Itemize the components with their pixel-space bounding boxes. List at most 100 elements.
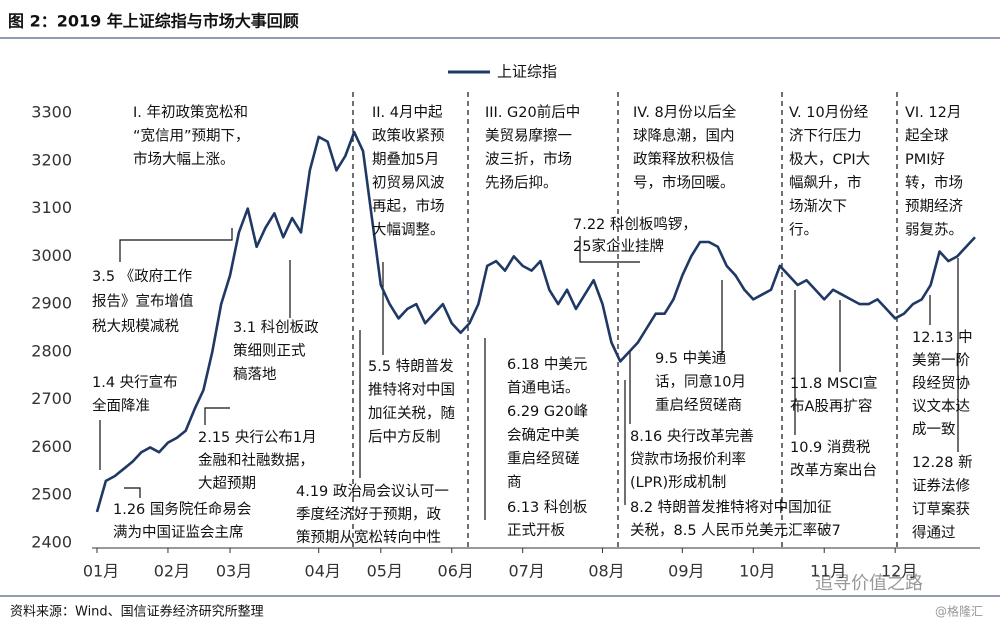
annotation: 起全球 bbox=[905, 127, 949, 145]
annotation: 4.19 政治局会议认可一 bbox=[296, 483, 449, 500]
annotation: 8.2 特朗普发推特将对中国加征 bbox=[630, 499, 832, 516]
annotation: 商 bbox=[507, 474, 522, 491]
annotation: 12.13 中 bbox=[912, 329, 973, 346]
annotation: 后中方反制 bbox=[368, 429, 441, 446]
annotation: 季度经济好于预期，政 bbox=[296, 506, 441, 523]
annotation: 全面降准 bbox=[92, 397, 150, 415]
annotation: I. 年初政策宽松和 bbox=[133, 104, 248, 121]
x-tick-label: 08月 bbox=[588, 562, 624, 581]
annotation: “宽信用”预期下， bbox=[133, 128, 250, 145]
chart-title: 图 2：2019 年上证综指与市场大事回顾 bbox=[8, 12, 299, 31]
source-note: 资料来源：Wind、国信证券经济研究所整理 bbox=[10, 604, 264, 620]
annotation: 6.29 G20峰 bbox=[507, 403, 588, 420]
legend-label: 上证综指 bbox=[497, 63, 557, 81]
annotation: II. 4月中起 bbox=[372, 104, 443, 121]
x-tick-label: 09月 bbox=[668, 562, 704, 581]
annotation: V. 10月份经 bbox=[789, 104, 868, 121]
annotation: 重启经贸磋商 bbox=[655, 397, 742, 414]
annotation: 话，同意10月 bbox=[655, 373, 746, 391]
y-tick-label: 3200 bbox=[31, 150, 72, 169]
annotation: 策细则正式 bbox=[233, 343, 306, 360]
connectors bbox=[99, 228, 959, 520]
annotation: 政策收紧预 bbox=[372, 128, 445, 145]
annotation: 1.26 国务院任命易会 bbox=[113, 500, 251, 518]
connector bbox=[124, 487, 141, 498]
annotation: 订草案获 bbox=[912, 500, 970, 518]
annotation: 首通电话。 bbox=[507, 380, 580, 397]
annotation: 再起，市场 bbox=[372, 198, 445, 215]
line bbox=[95, 130, 976, 513]
annotation: 加征关税，随 bbox=[368, 405, 455, 422]
annotation: 证券法修 bbox=[912, 478, 970, 495]
annotation: 先扬后抑。 bbox=[485, 175, 558, 192]
annotation: 场渐次下 bbox=[789, 198, 847, 215]
annotation: 6.13 科创板 bbox=[507, 498, 588, 516]
annotation: 7.22 科创板鸣锣， bbox=[573, 215, 697, 233]
dividers bbox=[352, 92, 898, 548]
connector bbox=[579, 236, 640, 263]
x-tick-label: 05月 bbox=[367, 562, 403, 581]
x-tick-label: 10月 bbox=[739, 562, 775, 581]
connector bbox=[119, 228, 233, 262]
annotation: 25家企业挂牌 bbox=[573, 237, 664, 255]
y-tick-label: 2500 bbox=[31, 485, 72, 504]
annotation: 12.28 新 bbox=[912, 454, 973, 471]
annotation: 11.8 MSCI宣 bbox=[790, 375, 878, 392]
annotation: 初贸易风波 bbox=[372, 175, 445, 192]
annotation: 关税，8.5 人民币兑美元汇率破7 bbox=[630, 522, 841, 539]
annotation: (LPR)形成机制 bbox=[630, 474, 726, 491]
annotation: IV. 8月份以后全 bbox=[633, 103, 737, 121]
watermark: 追寻价值之路 bbox=[815, 573, 923, 594]
y-tick-label: 2900 bbox=[31, 294, 72, 313]
annotation: 贷款市场报价利率 bbox=[630, 451, 746, 468]
watermark: @格隆汇 bbox=[935, 604, 983, 619]
annotation: 会确定中美 bbox=[507, 427, 580, 444]
x-tick-label: 04月 bbox=[305, 562, 341, 581]
y-tick-label: 3000 bbox=[31, 246, 72, 265]
annotation: 段经贸协 bbox=[912, 375, 970, 392]
annotation: 美第一阶 bbox=[912, 351, 970, 369]
x-tick-label: 03月 bbox=[216, 562, 252, 581]
annotation: 预期经济 bbox=[905, 198, 963, 215]
annotation: 9.5 中美通 bbox=[655, 350, 727, 367]
annotation: 税大规模减税 bbox=[92, 318, 179, 335]
annotation: 5.5 特朗普发 bbox=[368, 358, 454, 375]
annotation: 满为中国证监会主席 bbox=[113, 524, 244, 541]
annotation: III. G20前后中 bbox=[485, 104, 580, 121]
x-tick-label: 06月 bbox=[438, 562, 474, 581]
annotation: 10.9 消费税 bbox=[790, 439, 871, 456]
annotation: 稿落地 bbox=[233, 366, 277, 383]
x-tick-label: 01月 bbox=[83, 562, 119, 581]
annotation: 策预期从宽松转向中性 bbox=[296, 529, 441, 546]
y-tick-label: 2600 bbox=[31, 437, 72, 456]
annotation: 行。 bbox=[789, 222, 818, 239]
annotation: 3.1 科创板政 bbox=[233, 318, 319, 336]
annotation: 济下行压力 bbox=[789, 128, 862, 145]
annotation: 转，市场 bbox=[905, 175, 963, 192]
y-tick-label: 2700 bbox=[31, 389, 72, 408]
annotation: 极大，CPI大 bbox=[789, 151, 870, 168]
annotation: 6.18 中美元 bbox=[507, 356, 587, 373]
x-tick-label: 11月 bbox=[810, 562, 846, 581]
y-tick-label: 2800 bbox=[31, 341, 72, 360]
annotation: 改革方案出台 bbox=[790, 461, 877, 479]
x-tick-label: 07月 bbox=[509, 562, 545, 581]
annotation: 政策释放积极信 bbox=[633, 151, 735, 168]
y-tick-label: 3300 bbox=[31, 103, 72, 122]
annotation: 1.4 央行宣布 bbox=[92, 374, 178, 391]
annotation: 市场大幅上涨。 bbox=[133, 151, 235, 168]
annotation: PMI好 bbox=[905, 151, 945, 168]
annotation: 8.16 央行改革完善 bbox=[630, 428, 754, 445]
annotation: 正式开板 bbox=[507, 521, 565, 539]
annotation: 金融和社融数据， bbox=[198, 452, 314, 469]
annotation: 球降息潮，国内 bbox=[633, 128, 735, 145]
annotation: 波三折，市场 bbox=[485, 151, 572, 168]
annotation: 期叠加5月 bbox=[372, 151, 439, 168]
annotation: 大幅调整。 bbox=[372, 222, 445, 239]
annotation: 得通过 bbox=[912, 525, 956, 542]
annotation: 议文本达 bbox=[912, 398, 970, 415]
x-tick-label: 02月 bbox=[154, 562, 190, 581]
x-tick-label: 12月 bbox=[881, 562, 917, 581]
annotation: 幅飙升，市 bbox=[789, 175, 862, 192]
